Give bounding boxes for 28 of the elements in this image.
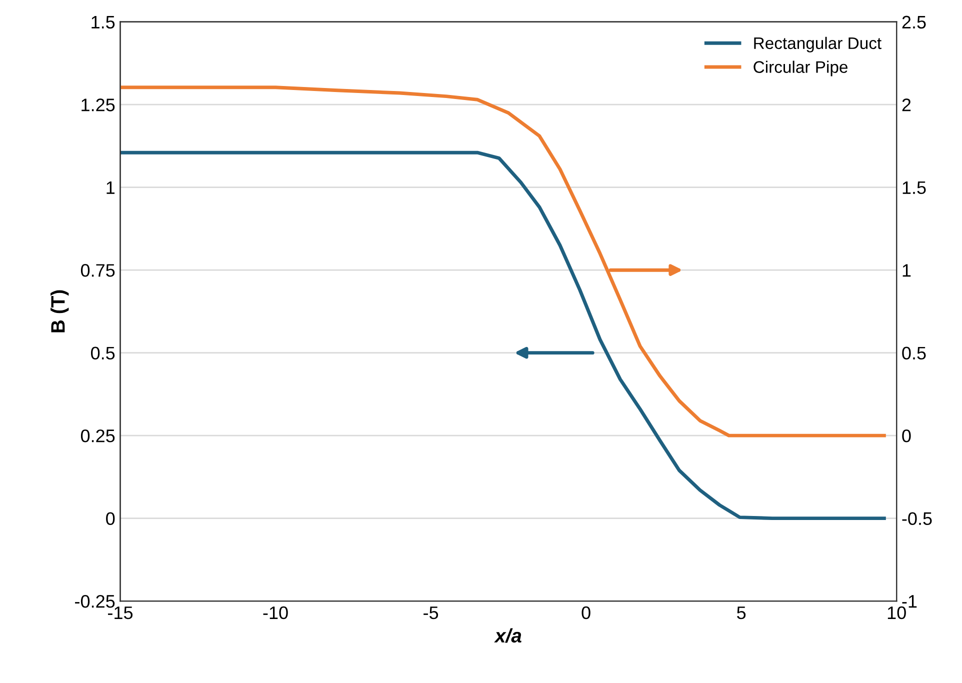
x-tick-label: -5 [424, 606, 438, 620]
y2-tick-label: 0 [902, 429, 911, 442]
x-tick-label: -10 [263, 606, 288, 620]
y2-tick-label: -0.5 [902, 512, 932, 526]
x-axis-title: x/a [494, 628, 522, 643]
y-tick-label: 0.75 [80, 264, 115, 277]
y2-tick-label: 2.5 [902, 16, 926, 29]
y-tick-label: -0.25 [75, 594, 115, 608]
line-series [120, 150, 886, 520]
x-tick-label: -15 [108, 606, 133, 620]
y2-tick-label: -1 [902, 595, 917, 608]
y-tick-label: 0.25 [80, 429, 115, 442]
x-tick-label: 10 [888, 606, 906, 620]
y2-tick-label: 1.5 [902, 181, 926, 194]
y-tick-label: 1.25 [82, 98, 115, 112]
y2-tick-label: 2 [902, 98, 911, 112]
y-axis-title: B (T) [50, 290, 69, 332]
legend-label: Circular Pipe [754, 60, 848, 76]
x-tick-label: 5 [737, 606, 746, 620]
y-tick-label: 1 [106, 181, 115, 194]
y2-tick-label: 1 [902, 264, 911, 277]
y-tick-label: 0 [106, 512, 115, 526]
y-tick-label: 1.5 [92, 16, 115, 29]
legend-label: Rectangular Duct [754, 36, 882, 52]
y-tick-label: 0.5 [90, 346, 115, 360]
line-series [120, 86, 886, 438]
y2-tick-label: 0.5 [902, 346, 926, 360]
x-tick-label: 0 [582, 606, 590, 620]
